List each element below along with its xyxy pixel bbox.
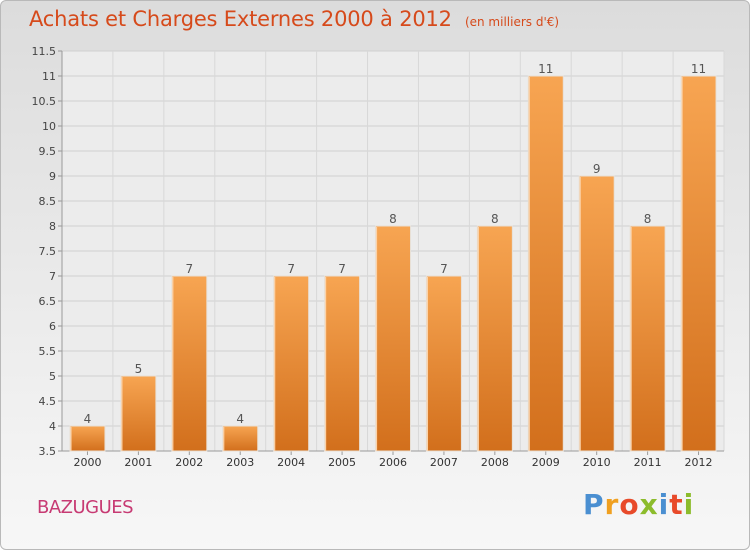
bar-2006 (375, 225, 411, 452)
y-tick-label: 6.5 (39, 295, 57, 308)
bar-2007 (425, 275, 462, 452)
bar-2001 (120, 375, 157, 452)
x-tick-label: 2004 (277, 456, 305, 469)
x-tick-label: 2009 (532, 456, 560, 469)
bar-2010 (578, 175, 615, 452)
y-tick-label: 5.5 (39, 345, 57, 358)
y-tick-label: 4 (49, 420, 56, 433)
x-tick-label: 2007 (430, 456, 458, 469)
chart-unit: (en milliers d'€) (464, 15, 560, 29)
data-label: 11 (538, 62, 553, 76)
proxiti-logo: Proxiti (583, 488, 694, 521)
bar-2004 (273, 275, 310, 452)
data-label: 8 (389, 212, 397, 226)
brand-letter: o (619, 488, 640, 521)
bars (69, 75, 717, 452)
x-tick-label: 2010 (583, 456, 611, 469)
bar-2008 (476, 225, 513, 452)
data-label: 7 (185, 262, 193, 276)
brand-letter: i (658, 488, 670, 521)
data-label: 7 (287, 262, 295, 276)
y-tick-label: 5 (49, 370, 56, 383)
bar-2005 (324, 275, 361, 452)
y-tick-label: 9.5 (39, 145, 57, 158)
y-tick-label: 9 (49, 170, 56, 183)
commune-name: BAZUGUES (37, 497, 134, 518)
y-tick-label: 11.5 (32, 45, 57, 58)
y-tick-label: 4.5 (39, 395, 57, 408)
x-tick-label: 2005 (328, 456, 356, 469)
data-label: 4 (84, 412, 92, 426)
data-label: 8 (491, 212, 499, 226)
y-tick-label: 10.5 (32, 95, 57, 108)
chart-title-row: Achats et Charges Externes 2000 à 2012 (… (29, 7, 559, 31)
data-label: 7 (440, 262, 448, 276)
y-tick-label: 6 (49, 320, 56, 333)
y-tick-label: 7.5 (39, 245, 57, 258)
y-tick-label: 11 (42, 70, 56, 83)
x-tick-label: 2006 (379, 456, 407, 469)
bar-2002 (171, 275, 208, 452)
data-label: 5 (135, 362, 143, 376)
data-label: 4 (236, 412, 244, 426)
x-tick-labels: 2000 2001 2002 2003 2004 2005 2006 2007 2008 2009… (73, 456, 712, 469)
y-tick-label: 3.5 (39, 445, 57, 458)
bar-2000 (69, 425, 106, 452)
bar-2009 (527, 75, 564, 452)
y-tick-label: 8.5 (39, 195, 57, 208)
x-tick-label: 2003 (226, 456, 254, 469)
x-tick-label: 2002 (175, 456, 203, 469)
x-tick-label: 2008 (481, 456, 509, 469)
brand-letter: x (639, 488, 659, 521)
chart-title: Achats et Charges Externes 2000 à 2012 (29, 7, 452, 31)
brand-letter: i (683, 488, 695, 521)
bar-2011 (629, 225, 666, 452)
data-label: 9 (593, 162, 601, 176)
y-tick-labels: 3.5 4 4.5 5 5.5 6 6.5 7 7.5 8 8.5 9 9.5 10 10.5 11 11.5 (32, 45, 57, 458)
x-tick-label: 2001 (124, 456, 152, 469)
y-tick-label: 7 (49, 270, 56, 283)
bar-2012 (680, 75, 717, 452)
x-tick-label: 2012 (685, 456, 713, 469)
data-label: 7 (338, 262, 346, 276)
y-tick-label: 8 (49, 220, 56, 233)
bar-2003 (222, 425, 259, 452)
brand-letter: t (669, 488, 684, 521)
brand-letter: r (604, 488, 620, 521)
data-labels: 4 5 7 4 7 7 8 7 8 11 9 8 11 (84, 62, 707, 426)
data-label: 8 (644, 212, 652, 226)
brand-letter: P (583, 488, 605, 521)
data-label: 11 (691, 62, 706, 76)
y-tick-label: 10 (42, 120, 56, 133)
x-tick-label: 2011 (634, 456, 662, 469)
x-tick-label: 2000 (73, 456, 101, 469)
